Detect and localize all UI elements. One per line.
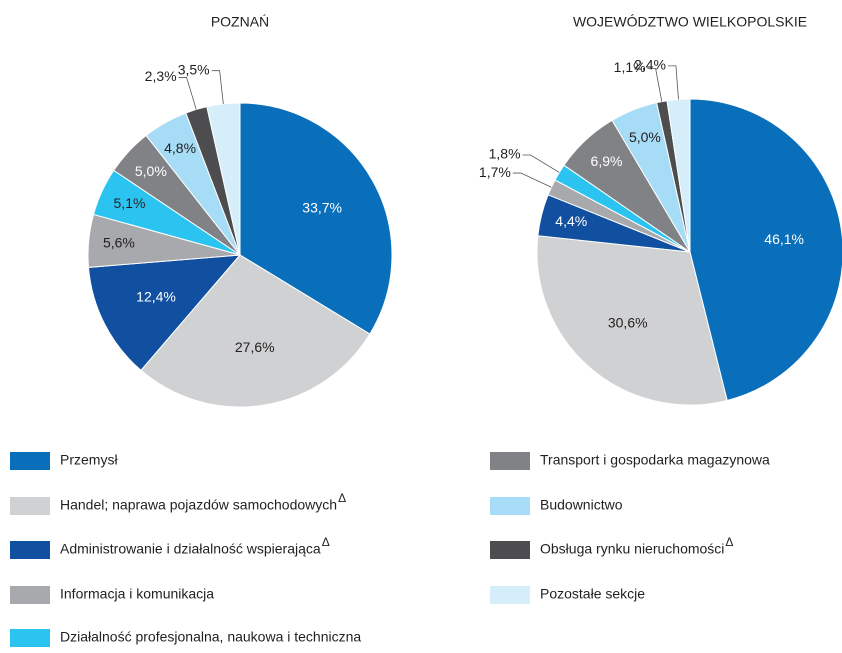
legend-swatch — [490, 586, 530, 604]
legend-superscript: Δ — [725, 535, 733, 549]
chart-title: POZNAŃ — [211, 14, 269, 30]
pie-slice — [206, 102, 241, 256]
data-label: 30,6% — [608, 314, 648, 330]
data-label: 5,1% — [114, 195, 146, 211]
data-label: 33,7% — [302, 200, 342, 216]
pie-slice — [140, 254, 371, 408]
chart-title: WOJEWÓDZTWO WIELKOPOLSKIE — [573, 14, 807, 30]
legend-swatch — [490, 452, 530, 470]
legend-label: Obsługa rynku nieruchomości — [540, 541, 724, 557]
data-label: 1,7% — [479, 164, 511, 180]
legend-label: Informacja i komunikacja — [60, 586, 214, 602]
data-label: 4,8% — [164, 140, 196, 156]
data-label: 46,1% — [764, 231, 804, 247]
legend-label: Handel; naprawa pojazdów samochodowych — [60, 497, 337, 513]
data-label: 5,0% — [135, 163, 167, 179]
data-label: 1,1% — [614, 59, 646, 75]
leader-line — [667, 65, 679, 100]
legend-swatch — [490, 541, 530, 559]
legend-label: Administrowanie i działalność wspierając… — [60, 541, 321, 557]
legend-swatch — [10, 452, 50, 470]
legend-swatch — [10, 497, 50, 515]
legend-label: Pozostałe sekcje — [540, 586, 645, 602]
legend-superscript: Δ — [338, 491, 346, 505]
data-label: 2,3% — [145, 68, 177, 84]
legend-swatch — [10, 586, 50, 604]
legend-label: Działalność profesjonalna, naukowa i tec… — [60, 629, 361, 645]
data-label: 5,6% — [103, 234, 135, 250]
pie-slice — [536, 235, 728, 406]
legend-swatch — [10, 629, 50, 647]
legend-label: Przemysł — [60, 452, 118, 468]
data-label: 4,4% — [555, 213, 587, 229]
legend-label: Transport i gospodarka magazynowa — [540, 452, 770, 468]
data-label: 6,9% — [591, 153, 623, 169]
leader-line — [522, 154, 560, 173]
leader-line — [178, 77, 197, 110]
leader-line — [647, 68, 663, 102]
pie-slice — [87, 254, 242, 371]
legend-label: Budownictwo — [540, 497, 623, 513]
data-label: 2,4% — [634, 57, 666, 73]
legend-superscript: Δ — [322, 535, 330, 549]
pie-slice — [239, 102, 393, 335]
leader-line — [512, 172, 552, 188]
data-label: 5,0% — [629, 129, 661, 145]
data-label: 12,4% — [136, 288, 176, 304]
data-label: 3,5% — [178, 61, 210, 77]
leader-line — [211, 70, 224, 104]
legend-swatch — [490, 497, 530, 515]
data-label: 1,8% — [489, 146, 521, 162]
data-label: 27,6% — [235, 339, 275, 355]
legend-swatch — [10, 541, 50, 559]
